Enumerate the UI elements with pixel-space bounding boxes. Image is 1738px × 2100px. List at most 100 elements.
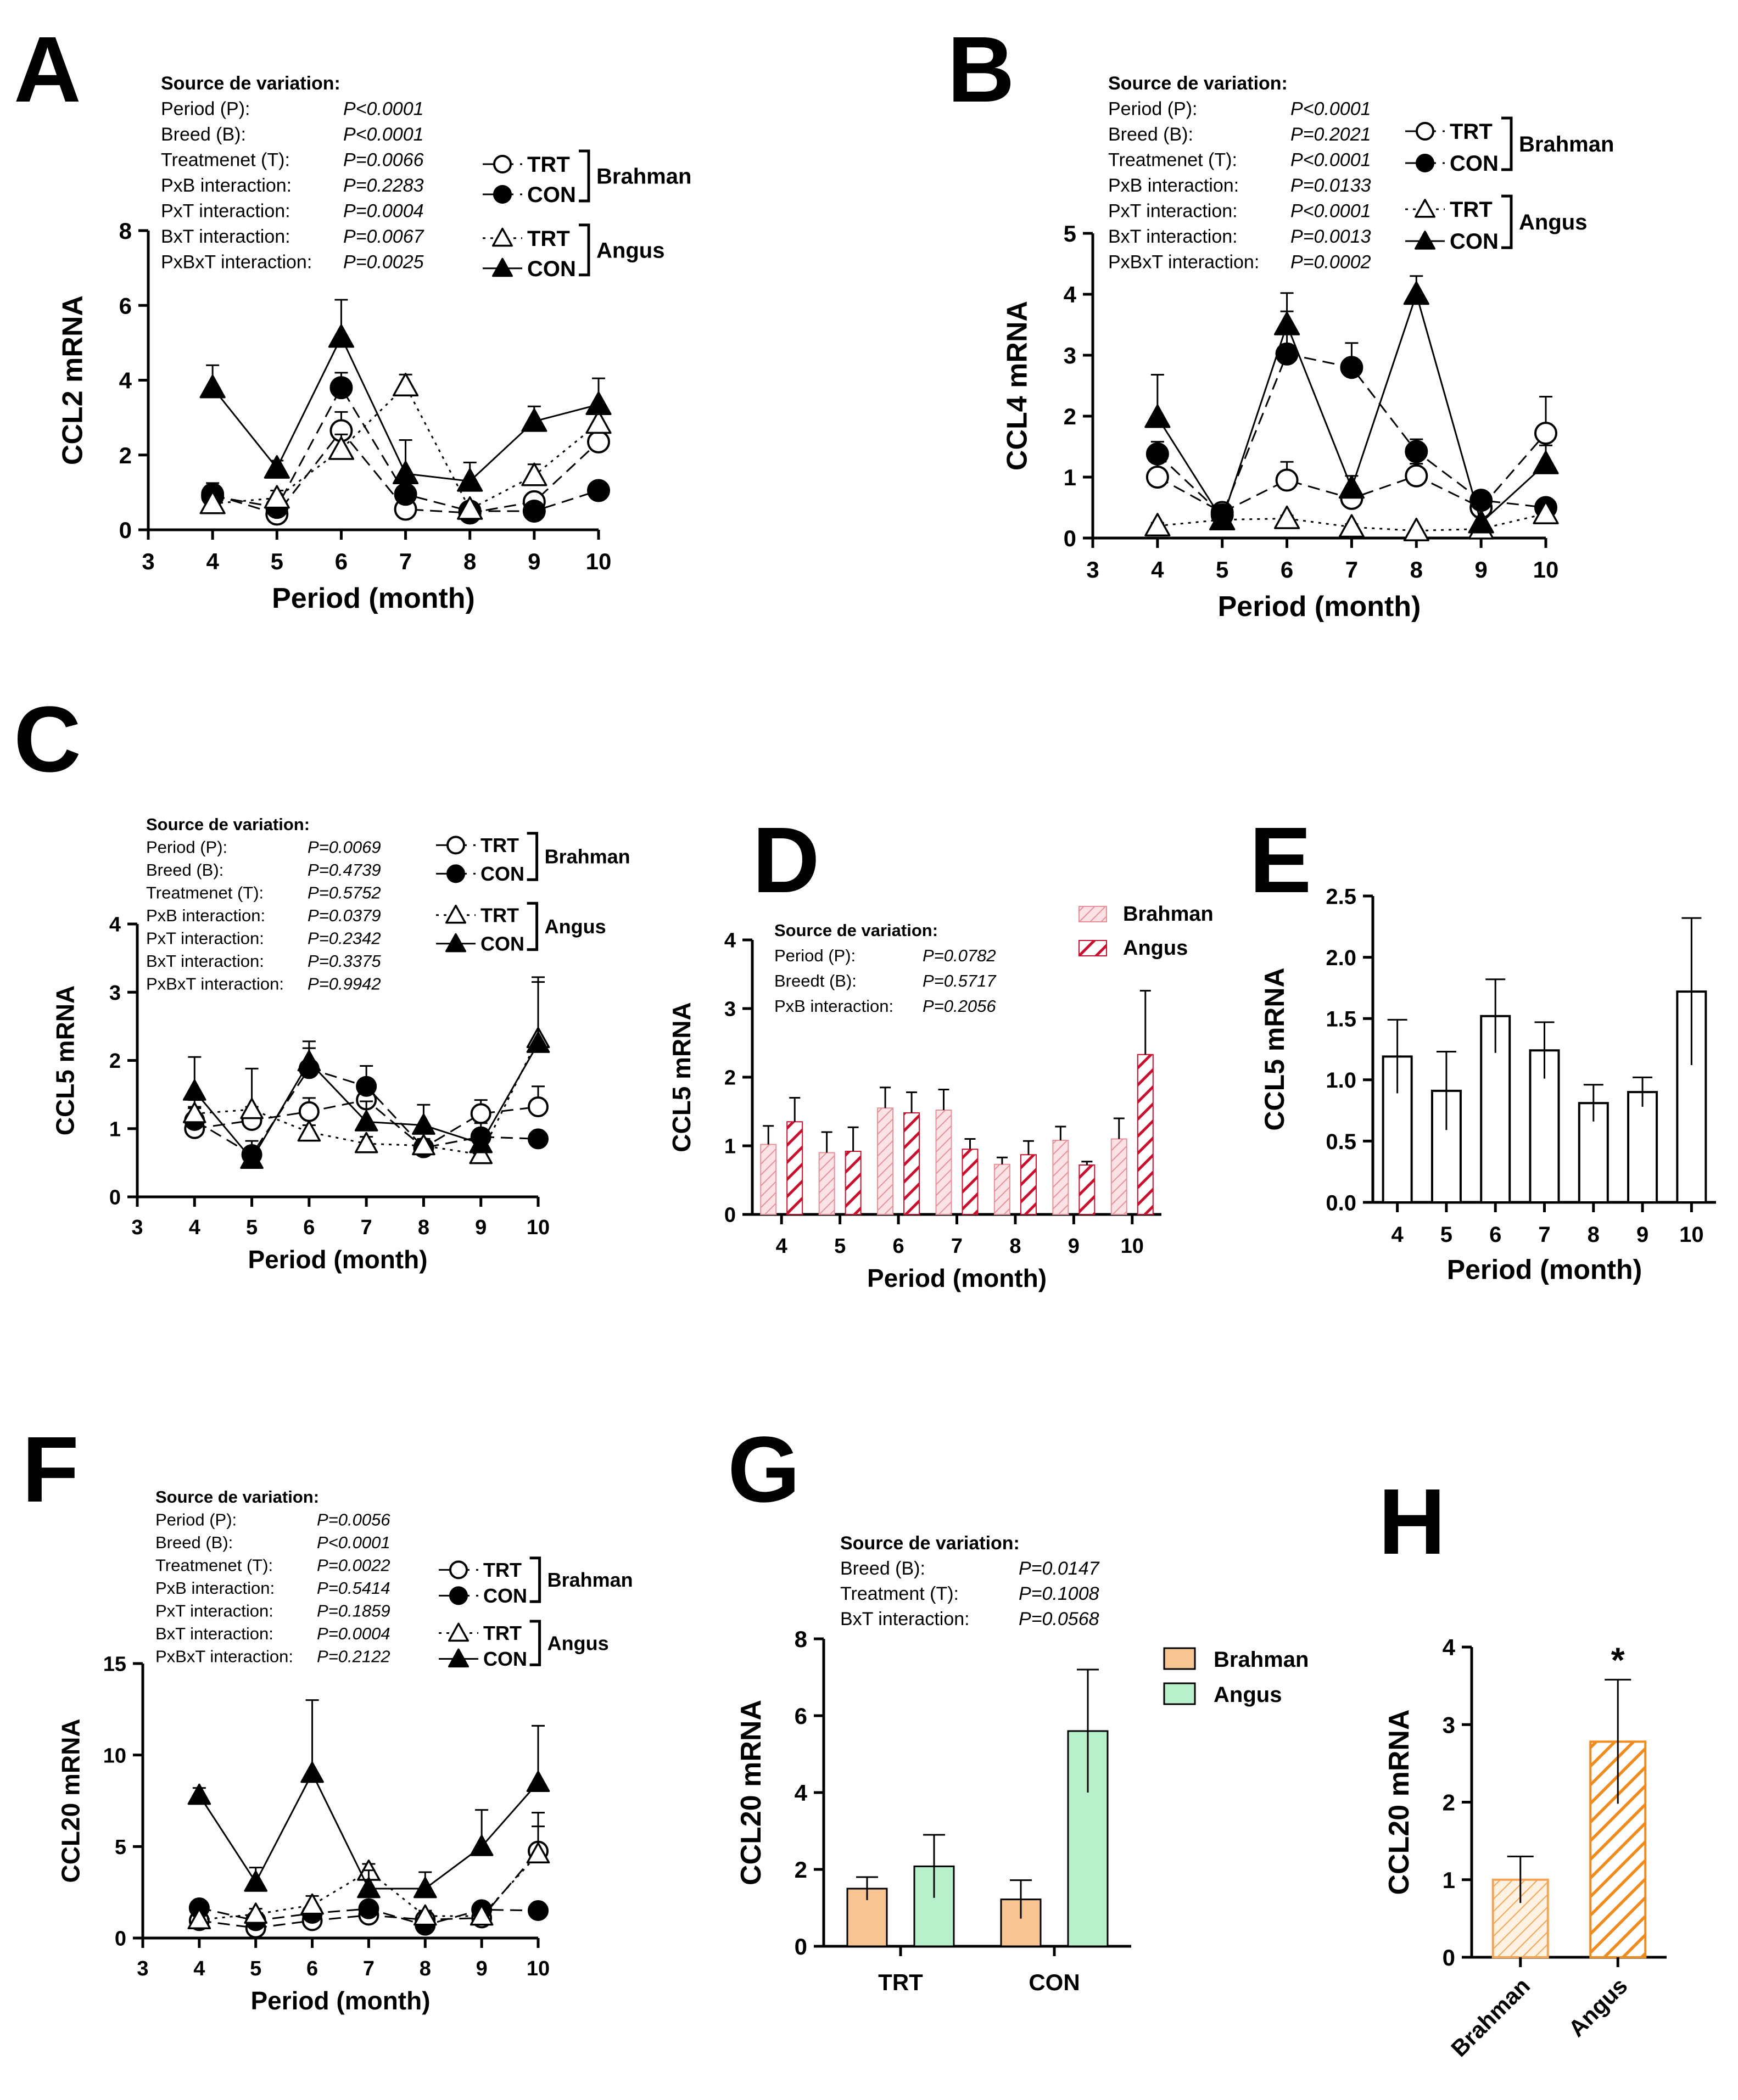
panel-label-G: G bbox=[728, 1418, 800, 1522]
data-point bbox=[244, 1902, 268, 1924]
data-point bbox=[522, 499, 546, 523]
chart-panel-C: 0 1 2 3 4 3 4 5 6 7 8 9 10 Period (month) CCL5 mRNA Sou… bbox=[51, 815, 630, 1274]
data-point bbox=[392, 461, 419, 485]
stats-label: Treatmenet (T): bbox=[1108, 150, 1237, 171]
legend-item-label: TRT bbox=[1450, 120, 1493, 144]
y-axis-title: CCL20 mRNA bbox=[56, 1718, 85, 1883]
stats-value: P=0.0025 bbox=[343, 252, 424, 273]
stats-value: P<0.0001 bbox=[343, 124, 424, 145]
stats-label: PxBxT interaction: bbox=[146, 975, 284, 994]
data-point bbox=[470, 1835, 494, 1856]
stats-value: P=0.0002 bbox=[1290, 252, 1371, 273]
stats-label: PxT interaction: bbox=[1108, 201, 1238, 222]
y-tick-label: 1.5 bbox=[1326, 1007, 1356, 1032]
data-point bbox=[1416, 122, 1434, 141]
stats-label: Breed (B): bbox=[155, 1533, 233, 1552]
data-point bbox=[1468, 509, 1494, 534]
x-tick-label: Angus bbox=[1563, 1973, 1633, 2042]
stats-value: P=0.0022 bbox=[317, 1556, 390, 1575]
stats-value: P=0.0004 bbox=[343, 201, 424, 222]
data-point bbox=[1209, 507, 1236, 530]
data-point bbox=[264, 485, 290, 509]
data-point bbox=[1405, 464, 1428, 488]
stats-label: Treatmenet (T): bbox=[155, 1556, 273, 1575]
x-axis-title: Period (month) bbox=[250, 1986, 430, 2015]
stats-label: Period (P): bbox=[774, 946, 856, 965]
x-tick-label: 8 bbox=[1588, 1223, 1600, 1247]
y-tick-label: 2 bbox=[1064, 404, 1076, 429]
x-tick-label: 3 bbox=[142, 548, 154, 574]
data-point bbox=[457, 468, 483, 492]
stats-label: BxT interaction: bbox=[155, 1624, 273, 1643]
y-tick-label: 10 bbox=[103, 1744, 126, 1767]
data-point bbox=[446, 864, 465, 883]
stats-title: Source de variation: bbox=[1108, 73, 1288, 94]
x-tick-label: 5 bbox=[1440, 1223, 1452, 1247]
stats-title: Source de variation: bbox=[840, 1533, 1020, 1554]
y-axis-title: CCL5 mRNA bbox=[51, 985, 79, 1135]
x-tick-label: 4 bbox=[189, 1216, 200, 1239]
y-tick-label: 4 bbox=[795, 1780, 808, 1806]
x-tick-label: 3 bbox=[1086, 557, 1099, 583]
chart-panel-E: 0.0 0.5 1.0 1.5 2.0 2.5 CCL5 mRNA 4 5 6 7 8 9 10 Perio… bbox=[1259, 884, 1716, 1285]
x-tick-label: 4 bbox=[1391, 1223, 1404, 1247]
data-point bbox=[199, 490, 226, 514]
chart-panel-B: 0 1 2 3 4 5 3 4 5 6 7 8 9 10 Period (month) CCL4 mRNA So… bbox=[1002, 73, 1614, 623]
panel-label-D: D bbox=[752, 808, 820, 912]
bar bbox=[903, 1112, 920, 1215]
x-tick-label: 7 bbox=[1345, 557, 1358, 583]
y-axis-title: CCL4 mRNA bbox=[1002, 301, 1033, 471]
y-tick-label: 2 bbox=[724, 1067, 736, 1090]
data-point bbox=[587, 430, 610, 453]
stats-title: Source de variation: bbox=[774, 921, 938, 940]
y-tick-label: 4 bbox=[724, 929, 736, 953]
stats-label: PxBxT interaction: bbox=[155, 1647, 293, 1666]
data-point bbox=[446, 836, 465, 855]
data-point bbox=[1340, 356, 1363, 379]
chart-panel-A: 0 2 4 6 8 3 4 5 6 7 8 9 10 Period (month) CCL2 mRNA Sou… bbox=[57, 73, 692, 614]
stats-label: PxB interaction: bbox=[155, 1578, 275, 1598]
data-point bbox=[244, 1871, 268, 1892]
data-point bbox=[1405, 440, 1428, 463]
x-tick-label: 7 bbox=[361, 1216, 372, 1239]
x-axis-title: Period (month) bbox=[1447, 1255, 1642, 1285]
data-point bbox=[1533, 450, 1559, 474]
stats-value: P<0.0001 bbox=[317, 1533, 390, 1552]
legend-item-label: Brahman bbox=[1123, 903, 1214, 926]
x-tick-label: 8 bbox=[463, 548, 476, 574]
data-point bbox=[448, 1622, 469, 1642]
data-point bbox=[470, 1103, 491, 1124]
x-tick-label: 3 bbox=[137, 1957, 148, 1980]
data-point bbox=[528, 1128, 549, 1150]
x-tick-label: 5 bbox=[246, 1216, 258, 1239]
data-point bbox=[298, 1101, 320, 1122]
data-point bbox=[1145, 466, 1169, 489]
y-tick-label: 1 bbox=[1443, 1867, 1455, 1893]
data-point bbox=[528, 1900, 549, 1921]
y-tick-label: 2 bbox=[795, 1857, 807, 1883]
data-point bbox=[445, 904, 466, 924]
legend-group-label: Brahman bbox=[596, 165, 691, 189]
y-tick-label: 4 bbox=[1443, 1634, 1456, 1660]
chart-panel-F: 0 5 10 15 3 4 5 6 7 8 9 10 Period (month) CCL20 mRNA S… bbox=[56, 1487, 633, 2015]
legend-swatch bbox=[1078, 906, 1107, 922]
x-tick-label: 9 bbox=[1636, 1223, 1648, 1247]
data-point bbox=[493, 185, 512, 204]
stats-value: P=0.4739 bbox=[308, 860, 381, 880]
data-point bbox=[587, 479, 610, 502]
data-point bbox=[392, 373, 419, 396]
data-point bbox=[470, 1904, 494, 1926]
x-tick-label: 5 bbox=[271, 548, 283, 574]
data-point bbox=[297, 1050, 321, 1072]
legend-item-label: TRT bbox=[1450, 198, 1493, 222]
stats-value: P<0.0001 bbox=[1290, 99, 1371, 120]
data-point bbox=[358, 1898, 379, 1919]
data-point bbox=[394, 483, 417, 506]
legend-item-label: CON bbox=[483, 1584, 527, 1607]
y-tick-label: 2.0 bbox=[1326, 946, 1356, 970]
data-point bbox=[199, 374, 226, 399]
y-tick-label: 6 bbox=[119, 293, 132, 318]
x-axis-title: Period (month) bbox=[248, 1245, 427, 1274]
bar bbox=[1627, 1091, 1658, 1203]
stats-value: P=0.0782 bbox=[923, 946, 996, 965]
